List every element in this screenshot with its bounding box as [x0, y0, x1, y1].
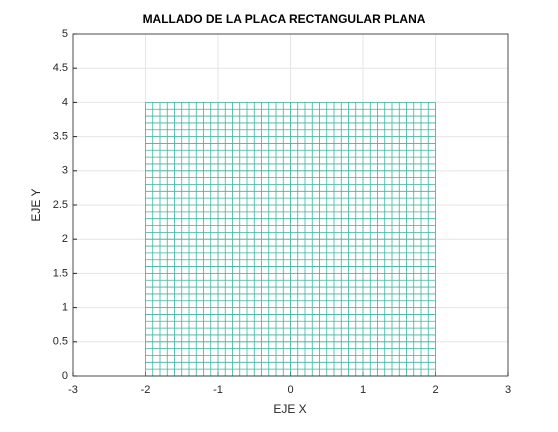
- x-tick-label: -3: [68, 384, 78, 396]
- y-axis-label: EJE Y: [29, 188, 43, 221]
- x-tick-label: -2: [141, 384, 151, 396]
- y-tick-label: 3: [62, 165, 68, 177]
- y-tick-label: 2.5: [53, 199, 68, 211]
- y-tick-label: 3.5: [53, 131, 68, 143]
- x-tick-label: 1: [360, 384, 366, 396]
- y-tick-label: 5: [62, 28, 68, 40]
- y-tick-label: 4: [62, 96, 68, 108]
- y-tick-label: 4.5: [53, 62, 68, 74]
- x-tick-label: 2: [432, 384, 438, 396]
- y-tick-label: 1.5: [53, 267, 68, 279]
- axes-box: [72, 33, 509, 377]
- y-tick-label: 0.5: [53, 336, 68, 348]
- x-tick-label: 3: [505, 384, 511, 396]
- x-axis-label: EJE X: [273, 402, 306, 416]
- y-tick-label: 1: [62, 302, 68, 314]
- x-tick-label: -1: [213, 384, 223, 396]
- y-tick-label: 0: [62, 370, 68, 382]
- chart-title: MALLADO DE LA PLACA RECTANGULAR PLANA: [143, 12, 426, 26]
- y-tick-label: 2: [62, 233, 68, 245]
- x-tick-label: 0: [287, 384, 293, 396]
